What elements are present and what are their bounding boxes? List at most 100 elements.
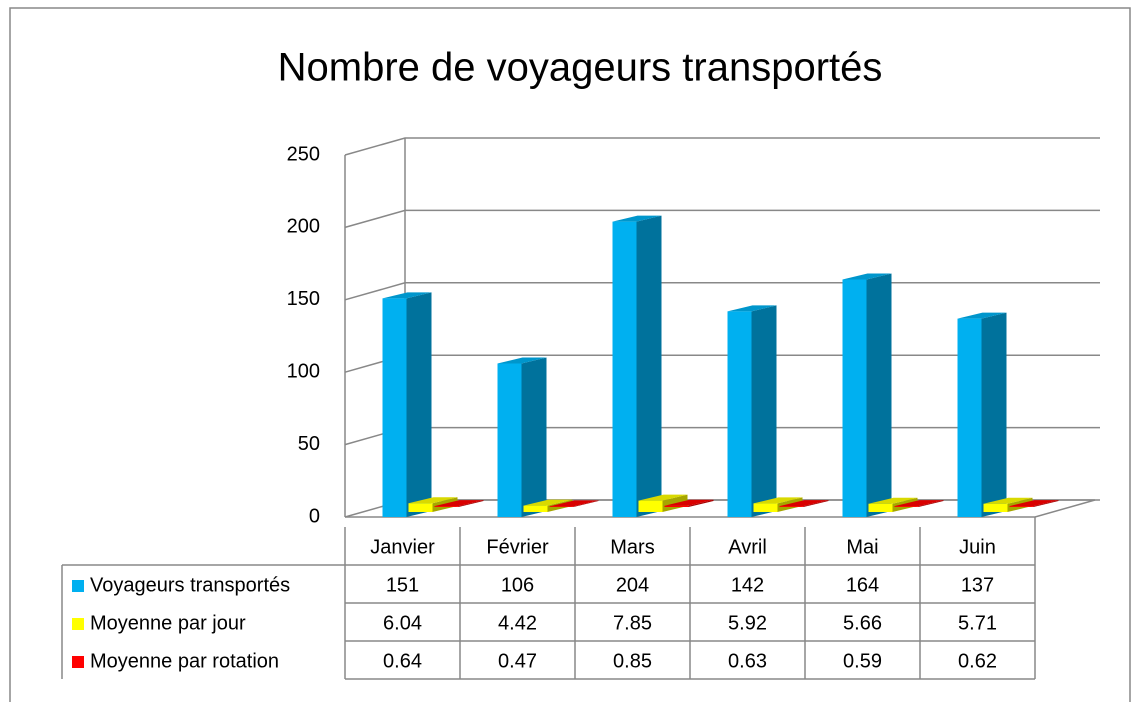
bar <box>497 357 547 517</box>
category-label: Mai <box>846 536 878 558</box>
table-value: 0.47 <box>498 650 537 672</box>
table-value: 204 <box>616 574 649 596</box>
legend-label: Moyenne par rotation <box>90 650 279 672</box>
table-value: 5.71 <box>958 612 997 634</box>
table-value: 0.85 <box>613 650 652 672</box>
bar <box>612 215 662 517</box>
table-value: 0.63 <box>728 650 767 672</box>
bar-face <box>727 305 777 312</box>
bar-face <box>803 500 829 507</box>
table-value: 142 <box>731 574 764 596</box>
bar-face <box>664 499 714 506</box>
grid-line <box>344 209 1100 229</box>
bar <box>894 500 944 507</box>
y-tick-label: 50 <box>298 433 320 455</box>
bar-face <box>779 506 804 507</box>
table-value: 106 <box>501 574 534 596</box>
table-value: 6.04 <box>383 612 422 634</box>
bar <box>549 500 599 507</box>
bar-face <box>1009 506 1034 507</box>
bar-face <box>406 292 432 517</box>
bar-face <box>382 298 407 517</box>
table-value: 7.85 <box>613 612 652 634</box>
bar-face <box>753 497 803 504</box>
category-label: Mars <box>610 536 654 558</box>
bar <box>1009 500 1059 507</box>
bar-face <box>983 497 1033 504</box>
grid-line <box>344 282 1100 301</box>
bar-face <box>636 215 662 517</box>
bar-face <box>573 500 599 507</box>
bar-face <box>918 500 944 507</box>
bar <box>842 273 892 517</box>
table-value: 5.66 <box>843 612 882 634</box>
bar-face <box>612 215 662 222</box>
bar-face <box>981 312 1007 517</box>
bar-face <box>894 506 919 507</box>
y-tick-label: 200 <box>287 216 320 238</box>
category-label: Janvier <box>370 536 435 558</box>
legend-label: Voyageurs transportés <box>90 574 290 596</box>
table-value: 5.92 <box>728 612 767 634</box>
bar-face <box>688 499 714 507</box>
bar-face <box>664 505 689 507</box>
table-value: 164 <box>846 574 879 596</box>
y-tick-label: 100 <box>287 360 320 382</box>
category-label: Février <box>486 536 549 558</box>
bar-face <box>868 497 918 504</box>
bar-face <box>497 363 522 517</box>
bar-face <box>549 506 574 507</box>
bar-face <box>842 273 892 280</box>
bar-face <box>983 503 1008 512</box>
table-value: 4.42 <box>498 612 537 634</box>
bar <box>957 312 1007 517</box>
bar <box>408 497 458 512</box>
bar <box>434 500 484 507</box>
legend-key <box>72 618 84 630</box>
bar-face <box>521 357 547 517</box>
bar-face <box>957 312 1007 319</box>
bar-face <box>382 292 432 299</box>
bar-face <box>894 500 944 507</box>
table-value: 0.62 <box>958 650 997 672</box>
bar-face <box>1033 500 1059 507</box>
bar-face <box>497 357 547 364</box>
bar-face <box>957 318 982 517</box>
bar-face <box>868 503 893 512</box>
y-tick-label: 0 <box>309 505 320 527</box>
category-label: Juin <box>959 536 996 558</box>
chart-title: Nombre de voyageurs transportés <box>278 46 883 90</box>
bar <box>664 499 714 507</box>
y-tick-label: 150 <box>287 288 320 310</box>
bar-face <box>612 221 637 517</box>
bar-face <box>434 506 459 507</box>
bar <box>779 500 829 507</box>
bar <box>382 292 432 517</box>
bar <box>727 305 777 517</box>
legend-label: Moyenne par jour <box>90 612 246 634</box>
bar-face <box>638 494 688 501</box>
bar-face <box>549 500 599 507</box>
bar-face <box>866 273 892 517</box>
bar-face <box>523 505 548 512</box>
bar-face <box>727 311 752 517</box>
category-label: Avril <box>728 536 767 558</box>
table-value: 0.59 <box>843 650 882 672</box>
table-value: 137 <box>961 574 994 596</box>
bar-face <box>638 500 663 512</box>
bar-face <box>408 497 458 504</box>
y-tick-label: 250 <box>287 143 320 165</box>
bar-face <box>434 500 484 507</box>
bar-face <box>751 305 777 517</box>
bar-face <box>753 503 778 512</box>
legend-key <box>72 656 84 668</box>
grid-line <box>344 137 1100 156</box>
table-value: 0.64 <box>383 650 422 672</box>
bar-face <box>408 503 433 512</box>
table-value: 151 <box>386 574 419 596</box>
bar-face <box>1009 500 1059 507</box>
bar-face <box>458 500 484 507</box>
bar-face <box>523 499 573 506</box>
bar-face <box>842 279 867 517</box>
